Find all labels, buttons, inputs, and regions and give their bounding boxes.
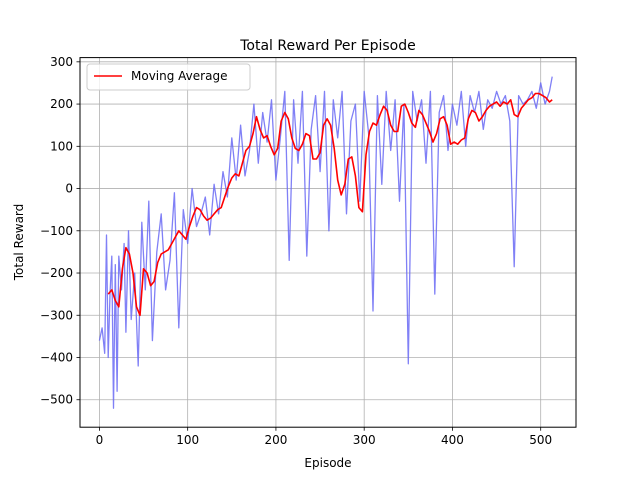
x-tick-label: 0: [96, 433, 104, 447]
x-tick-label: 300: [353, 433, 376, 447]
y-axis-label: Total Reward: [12, 204, 26, 282]
y-tick-label: −200: [40, 266, 73, 280]
chart-title: Total Reward Per Episode: [239, 38, 415, 54]
y-tick-label: −100: [40, 224, 73, 238]
y-tick-label: 100: [50, 139, 73, 153]
series-line-total-reward: [98, 76, 553, 409]
y-tick-label: 300: [50, 55, 73, 69]
x-tick-label: 100: [176, 433, 199, 447]
series-line-moving-average: [107, 92, 553, 317]
legend-label-moving-average: Moving Average: [131, 69, 227, 83]
x-tick-label: 200: [264, 433, 287, 447]
legend: Moving Average: [86, 63, 251, 91]
series-layer: [98, 76, 553, 409]
y-tick-label: 0: [65, 182, 73, 196]
y-tick-label: −300: [40, 308, 73, 322]
plot-frame: [79, 57, 577, 428]
y-tick-label: 200: [50, 97, 73, 111]
x-tick-label: 500: [529, 433, 552, 447]
legend-box: [86, 63, 251, 91]
y-tick-label: −500: [40, 393, 73, 407]
grid: [80, 57, 576, 428]
x-tick-label: 400: [441, 433, 464, 447]
y-tick-label: −400: [40, 351, 73, 365]
x-axis-label: Episode: [304, 456, 351, 470]
ticks: 0 100 200 300 400 500 −500 −400 −300 −200 −100 0 100…: [40, 55, 552, 447]
